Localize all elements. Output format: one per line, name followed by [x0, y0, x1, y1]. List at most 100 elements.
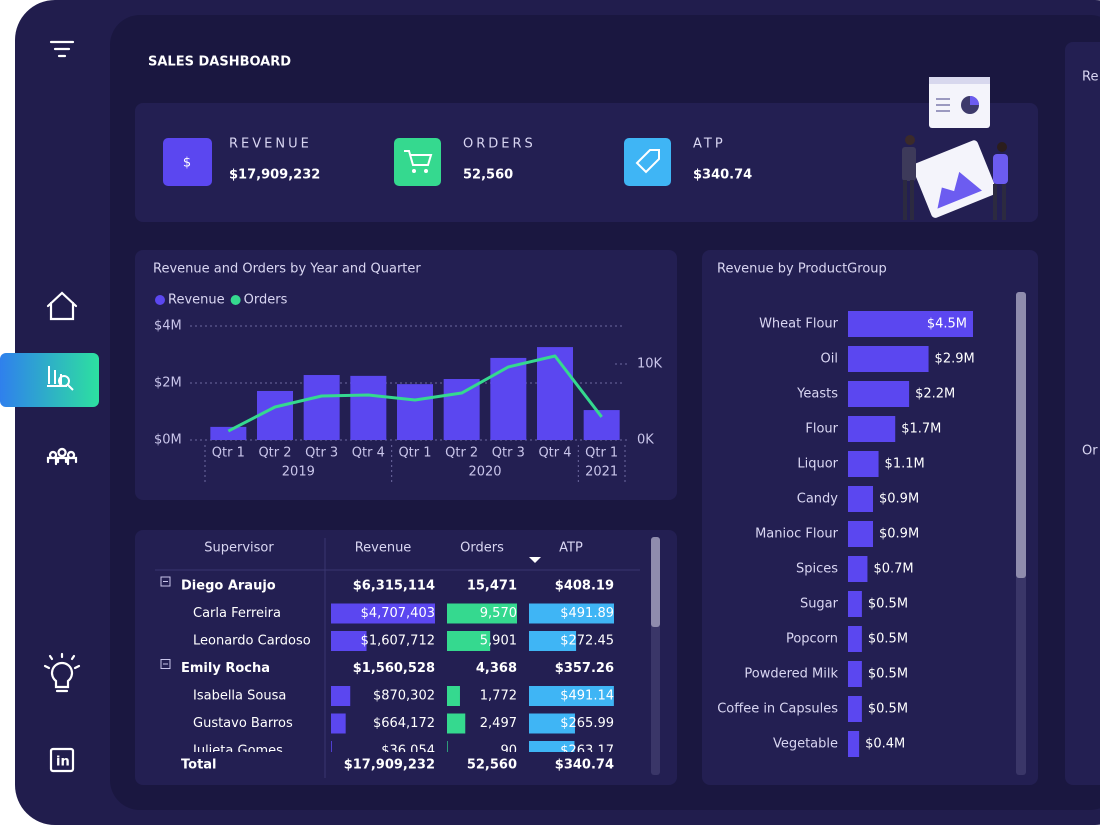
tag-glyph: [635, 149, 660, 174]
kpi-card: [135, 103, 1038, 222]
cart-wheel: [424, 169, 428, 173]
combo-card: [135, 250, 677, 500]
kpi-value: $17,909,232: [229, 168, 320, 183]
sidebar: [43, 40, 81, 773]
table-body: Diego Araujo $6,315,114 15,471 $408.19 Carla…: [160, 576, 614, 759]
cart-glyph: [404, 150, 433, 166]
legend-marker: [155, 295, 165, 305]
data-label: $1.7M: [901, 422, 941, 437]
data-bar: [331, 741, 332, 752]
idea-icon[interactable]: [43, 652, 81, 693]
bar: [848, 346, 929, 372]
y-tick-label: $0M: [154, 433, 182, 448]
cell: $1,607,712: [361, 634, 435, 649]
cell: $491.14: [560, 689, 614, 704]
column-header: Revenue: [355, 541, 412, 556]
data-label: $2.2M: [915, 387, 955, 402]
cell: $4,707,403: [361, 606, 435, 621]
revenue-icon: [163, 138, 212, 186]
right-panel-text: Re Or: [1082, 70, 1098, 459]
row-label: Leonardo Cardoso: [193, 634, 311, 649]
row-label: Gustavo Barros: [193, 716, 293, 731]
revenue-icon-glyph: $: [183, 156, 191, 171]
x-tick-label: Qtr 4: [538, 446, 571, 461]
y2-tick-label: 10K: [637, 357, 663, 372]
bar: [350, 375, 387, 440]
y-tick-label: Vegetable: [773, 737, 838, 752]
bar: [210, 426, 247, 440]
x-tick-label: Qtr 3: [305, 446, 338, 461]
legend-marker: [230, 295, 241, 305]
dashboard-title: SALES DASHBOARD: [148, 55, 291, 70]
bar: [443, 379, 480, 440]
chart-title: Revenue by ProductGroup: [717, 262, 887, 277]
cell: $263.17: [560, 744, 614, 759]
bar: [848, 521, 873, 547]
data-bar: [447, 631, 491, 651]
cell: 4,368: [476, 661, 517, 676]
cell: $1,560,528: [353, 661, 435, 676]
total-cell: $340.74: [555, 758, 614, 773]
kpi-value: $340.74: [693, 168, 752, 183]
kpi-group: REVENUE $17,909,232 ORDERS 52,560 ATP $340.74: [229, 137, 752, 183]
y-tick-label: Flour: [805, 422, 838, 437]
data-bar: [447, 603, 517, 624]
y2-tick-label: 0K: [637, 433, 654, 448]
legend-label: Revenue: [168, 293, 225, 308]
bar: [537, 347, 573, 440]
cell: 15,471: [467, 579, 517, 594]
linkedin-glyph: in: [56, 755, 70, 770]
y-tick-label: Wheat Flour: [759, 317, 839, 332]
kpi-value: 52,560: [463, 168, 513, 183]
data-bar: [529, 603, 614, 624]
row-label: Emily Rocha: [181, 661, 270, 676]
kpi-label: REVENUE: [229, 137, 312, 152]
y-tick-label: Liquor: [797, 457, 838, 472]
bar: [490, 357, 527, 440]
bar: [848, 731, 860, 757]
cell: 2,497: [480, 716, 517, 731]
scrollbar-thumb[interactable]: [651, 537, 660, 627]
data-label: $2.9M: [935, 352, 975, 367]
atp-icon: [624, 138, 671, 186]
y-tick-label: Popcorn: [786, 632, 838, 647]
data-bar: [447, 686, 460, 706]
kpi-label: ORDERS: [463, 137, 536, 152]
bar: [848, 311, 973, 337]
y-tick-label: Powdered Milk: [744, 667, 838, 682]
sort-indicator[interactable]: [529, 557, 541, 563]
column-header: ATP: [559, 541, 583, 556]
data-label: $0.5M: [868, 597, 908, 612]
panel-title: Or: [1082, 444, 1098, 459]
x-group-label: 2021: [585, 465, 618, 480]
scrollbar-thumb[interactable]: [1016, 292, 1026, 578]
collapse-toggle[interactable]: [160, 659, 171, 669]
data-bar: [529, 686, 614, 706]
data-label: $4.5M: [927, 317, 967, 332]
cell: $491.89: [560, 606, 614, 621]
data-bar: [447, 713, 466, 734]
filter-icon[interactable]: [49, 40, 75, 58]
y-tick-label: Coffee in Capsules: [717, 702, 838, 717]
linkedin-icon[interactable]: [49, 747, 75, 773]
data-bar: [331, 631, 367, 651]
cell: 90: [500, 744, 517, 759]
bar: [848, 416, 896, 442]
people-icon[interactable]: [46, 447, 78, 466]
data-bar: [331, 713, 346, 734]
y-tick-label: Sugar: [800, 597, 839, 612]
cell: $664,172: [373, 716, 435, 731]
data-label: $0.5M: [868, 667, 908, 682]
cell: $6,315,114: [353, 579, 435, 594]
column-header: Orders: [460, 541, 504, 556]
row-label: Julieta Gomes: [192, 744, 283, 759]
bar: [848, 626, 862, 652]
data-label: $0.5M: [868, 632, 908, 647]
cell: $870,302: [373, 689, 435, 704]
collapse-toggle[interactable]: [160, 576, 171, 587]
cart-wheel: [412, 169, 416, 173]
home-icon[interactable]: [46, 291, 78, 321]
y-tick-label: $2M: [154, 376, 182, 391]
